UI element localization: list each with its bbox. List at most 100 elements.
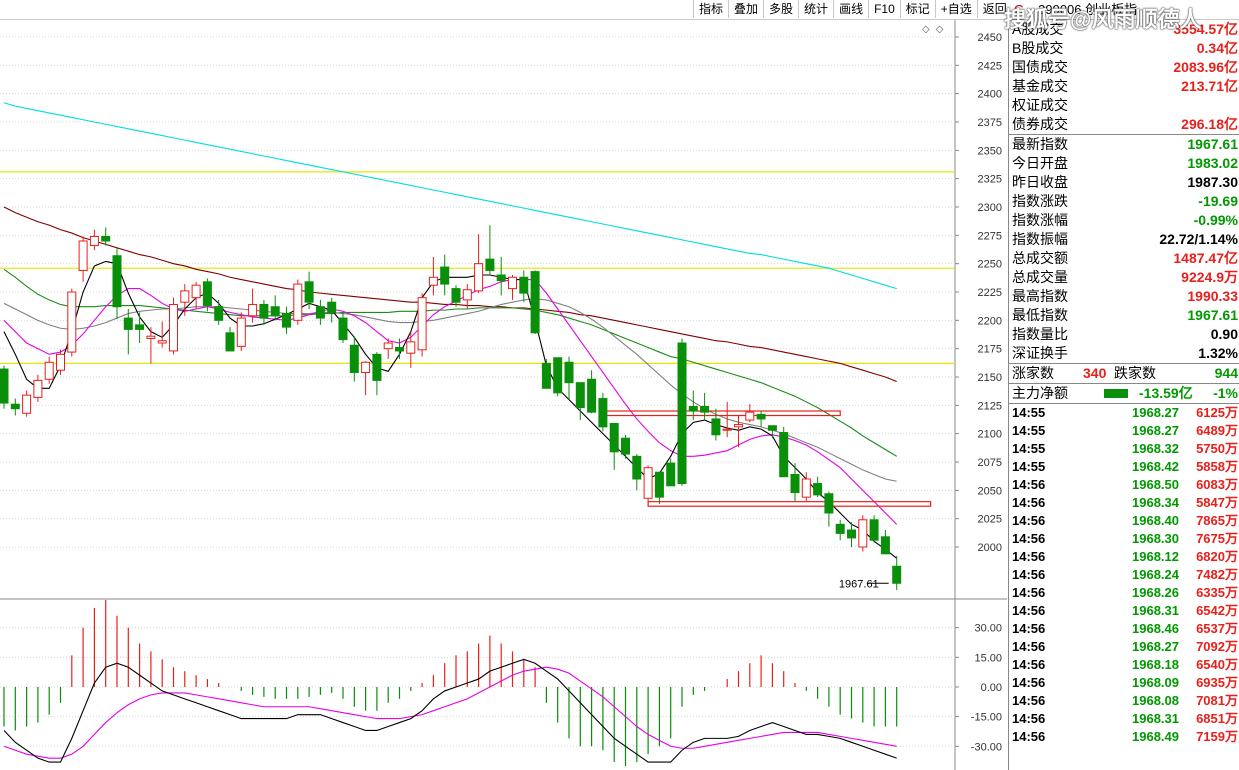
candle-body	[338, 317, 348, 341]
candle-body	[349, 344, 359, 373]
tick-time: 14:56	[1012, 675, 1046, 690]
macd-y-tick-label: -15.00	[971, 712, 1002, 724]
tick-row: 14:56 1968.50 6083万	[1009, 476, 1239, 494]
candle-body	[361, 361, 371, 373]
stat-value: 1967.61	[1187, 307, 1238, 323]
toolbar-button[interactable]: 统计	[798, 0, 833, 18]
main-flow-pct: -1%	[1213, 385, 1238, 401]
main-flow-bar	[1104, 389, 1128, 398]
toolbar-button[interactable]: 标记	[899, 0, 935, 18]
candle-body	[756, 413, 766, 420]
stat-row: B股成交 0.34亿	[1009, 39, 1239, 58]
index-stats-section: 最新指数 1967.61 今日开盘 1983.02 昨日收盘 1987.30 指数涨跌 -19…	[1009, 135, 1239, 363]
tick-vol: 7159万	[1196, 729, 1238, 744]
y-tick-label: 2025	[978, 514, 1002, 526]
toolbar-button[interactable]: 多股	[763, 0, 798, 18]
stat-value: 0.90	[1210, 326, 1238, 342]
main-flow-row: 主力净额 -13.59亿 -1%	[1009, 384, 1239, 403]
tick-vol: 5858万	[1196, 459, 1238, 474]
market-turnover-section: A股成交 3554.57亿 B股成交 0.34亿 国债成交 2083.96亿 基金成交 213…	[1009, 20, 1239, 134]
tick-price: 1968.49	[1132, 729, 1179, 744]
last-price-label: 1967.61	[839, 578, 879, 590]
y-tick-label: 2400	[978, 89, 1002, 101]
stat-row: 基金成交 213.71亿	[1009, 77, 1239, 96]
candle-body	[519, 276, 529, 294]
candle-body	[654, 471, 664, 498]
y-tick-label: 2175	[978, 344, 1002, 356]
candle-body	[553, 357, 563, 394]
tick-list[interactable]: 14:55 1968.27 6125万 14:55 1968.27 6489万 14:55 1…	[1009, 404, 1239, 746]
y-tick-label: 2000	[978, 542, 1002, 554]
y-tick-label: 2300	[978, 202, 1002, 214]
candle-body	[745, 411, 755, 421]
toolbar-button[interactable]: F10	[868, 0, 900, 18]
candle-body	[248, 303, 258, 317]
ma5-line	[3, 260, 898, 559]
kline-chart[interactable]: 2450 2425 2400 2375 2350 2325 2300 2275 2250 2225…	[0, 20, 1007, 770]
stat-label: 最高指数	[1012, 288, 1068, 304]
tick-row: 14:55 1968.27 6125万	[1009, 404, 1239, 422]
kline-chart-area[interactable]: 2450 2425 2400 2375 2350 2325 2300 2275 2250 2225…	[0, 20, 1007, 770]
candle-body	[858, 519, 868, 548]
candle-body	[417, 297, 427, 351]
toolbar-button[interactable]: 指标	[693, 0, 728, 18]
candle-body	[101, 235, 111, 242]
stat-label: 深证换手	[1012, 345, 1068, 361]
divider	[1009, 383, 1239, 384]
candle-body	[33, 379, 43, 398]
stat-label: 今日开盘	[1012, 155, 1068, 171]
up-count-label: 涨家数	[1012, 365, 1054, 381]
stat-row: 指数振幅 22.72/1.14%	[1009, 230, 1239, 249]
candle-body	[485, 258, 495, 271]
candle-body	[767, 425, 777, 431]
tick-price: 1968.32	[1132, 441, 1179, 456]
candle-body	[632, 455, 642, 480]
tick-row: 14:56 1968.31 6851万	[1009, 710, 1239, 728]
y-tick-label: 2100	[978, 429, 1002, 441]
tick-row: 14:55 1968.27 6489万	[1009, 422, 1239, 440]
tick-time: 14:56	[1012, 693, 1046, 708]
y-tick-label: 2375	[978, 117, 1002, 129]
candle-body	[451, 288, 461, 303]
toolbar-button[interactable]: 叠加	[728, 0, 763, 18]
candle-body	[315, 306, 325, 319]
toolbar-button[interactable]: 画线	[833, 0, 868, 18]
toolbar-button[interactable]: +自选	[934, 0, 977, 18]
macd-y-tick-label: -30.00	[971, 741, 1002, 753]
candle-body	[643, 467, 653, 499]
stat-row: 总成交额 1487.47亿	[1009, 249, 1239, 268]
y-tick-label: 2050	[978, 485, 1002, 497]
stat-row: 最新指数 1967.61	[1009, 135, 1239, 154]
candle-body	[89, 235, 99, 247]
y-tick-label: 2275	[978, 230, 1002, 242]
candle-body	[892, 565, 902, 584]
candle-body	[372, 353, 382, 381]
main-flow-label: 主力净额	[1012, 385, 1068, 401]
stat-row: 债券成交 296.18亿	[1009, 115, 1239, 134]
stat-value: 1987.30	[1187, 174, 1238, 190]
tick-vol: 7865万	[1196, 513, 1238, 528]
candle-body	[10, 403, 20, 410]
tick-vol: 7092万	[1196, 639, 1238, 654]
y-tick-label: 2225	[978, 287, 1002, 299]
toolbar-button[interactable]: 返回	[976, 0, 1012, 18]
candle-body	[587, 378, 597, 413]
ma10-line	[3, 278, 898, 525]
toolbar-buttons: 指标 叠加 多股 统计 画线 F10 标记 +自选 返回	[693, 0, 1012, 19]
candle-body	[598, 398, 608, 428]
chart-mode-icons[interactable]: ◇◇	[922, 24, 950, 35]
stat-row: 最低指数 1967.61	[1009, 306, 1239, 325]
tick-row: 14:56 1968.26 6335万	[1009, 584, 1239, 602]
tick-price: 1968.09	[1132, 675, 1179, 690]
candle-body	[270, 306, 280, 317]
candle-body	[169, 303, 178, 352]
candle-body	[530, 271, 540, 334]
candle-body	[236, 317, 246, 347]
tick-row: 14:56 1968.24 7482万	[1009, 566, 1239, 584]
stat-row: 深证换手 1.32%	[1009, 344, 1239, 363]
stat-row: 最高指数 1990.33	[1009, 287, 1239, 306]
candle-body	[180, 290, 190, 303]
tick-vol: 5750万	[1196, 441, 1238, 456]
candle-body	[135, 324, 145, 330]
